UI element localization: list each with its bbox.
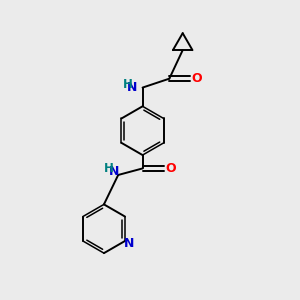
Text: N: N xyxy=(109,166,120,178)
Text: O: O xyxy=(191,72,202,85)
Text: H: H xyxy=(104,162,114,175)
Text: N: N xyxy=(127,81,137,94)
Text: O: O xyxy=(165,162,175,175)
Text: N: N xyxy=(124,237,135,250)
Text: H: H xyxy=(123,77,133,91)
